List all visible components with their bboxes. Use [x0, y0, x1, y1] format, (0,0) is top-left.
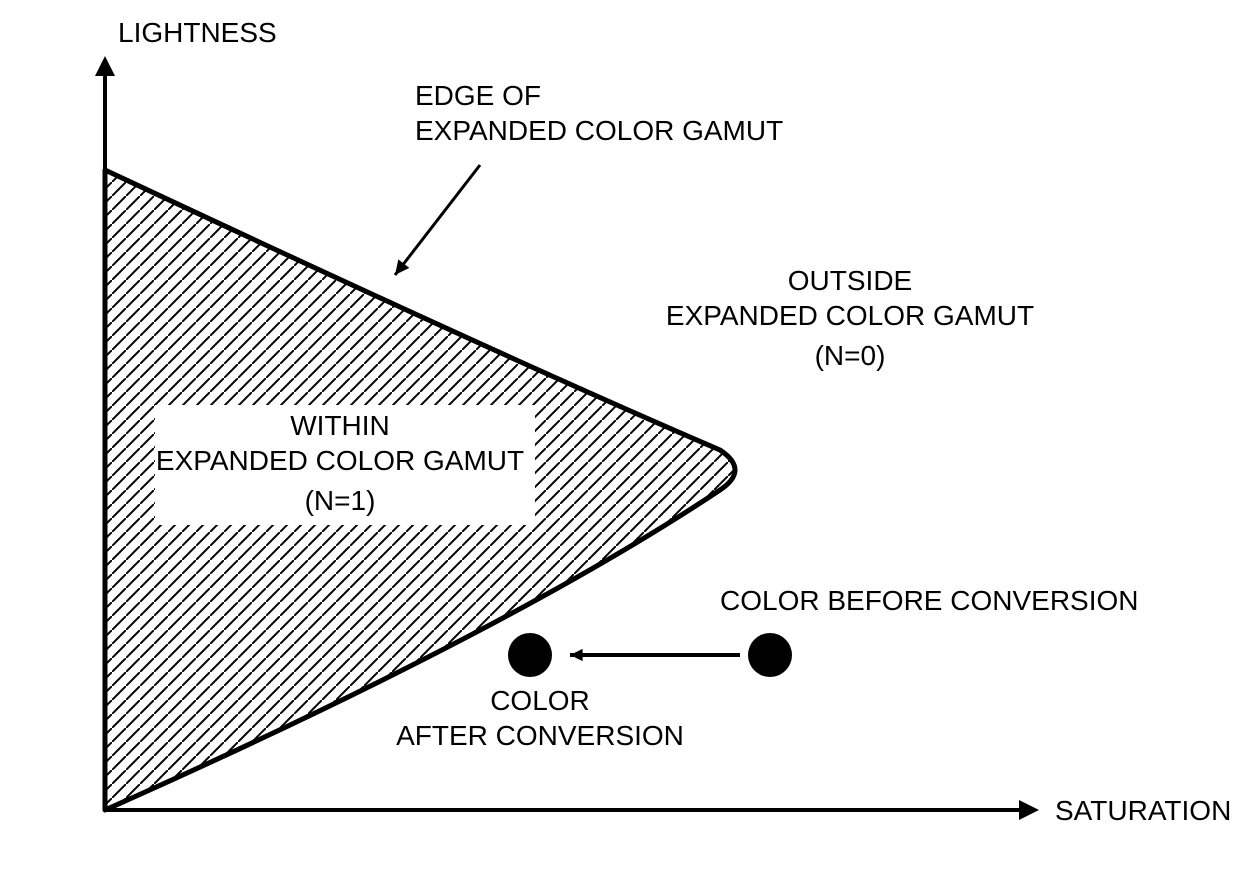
- edge-annotation-line2: EXPANDED COLOR GAMUT: [415, 115, 783, 146]
- x-axis-label: SATURATION: [1055, 795, 1231, 826]
- y-axis-arrowhead: [95, 56, 115, 76]
- color-gamut-diagram: LIGHTNESS SATURATION EDGE OF EXPANDED COLOR…: [0, 0, 1240, 886]
- color-after-label-line1: COLOR: [490, 685, 590, 716]
- edge-annotation-line1: EDGE OF: [415, 80, 541, 111]
- conversion-arrow-head: [570, 649, 583, 661]
- outside-label-line3: (N=0): [815, 340, 886, 371]
- x-axis-arrowhead: [1019, 800, 1039, 820]
- outside-label-line1: OUTSIDE: [788, 265, 912, 296]
- color-before-marker: [748, 633, 792, 677]
- color-after-marker: [508, 633, 552, 677]
- y-axis-label: LIGHTNESS: [118, 17, 277, 48]
- outside-label-line2: EXPANDED COLOR GAMUT: [666, 300, 1034, 331]
- edge-annotation-arrow-shaft: [395, 165, 480, 275]
- within-label-line3: (N=1): [305, 485, 376, 516]
- color-before-label: COLOR BEFORE CONVERSION: [720, 585, 1139, 616]
- within-label-line2: EXPANDED COLOR GAMUT: [156, 445, 524, 476]
- within-label-line1: WITHIN: [290, 410, 390, 441]
- color-after-label-line2: AFTER CONVERSION: [396, 720, 684, 751]
